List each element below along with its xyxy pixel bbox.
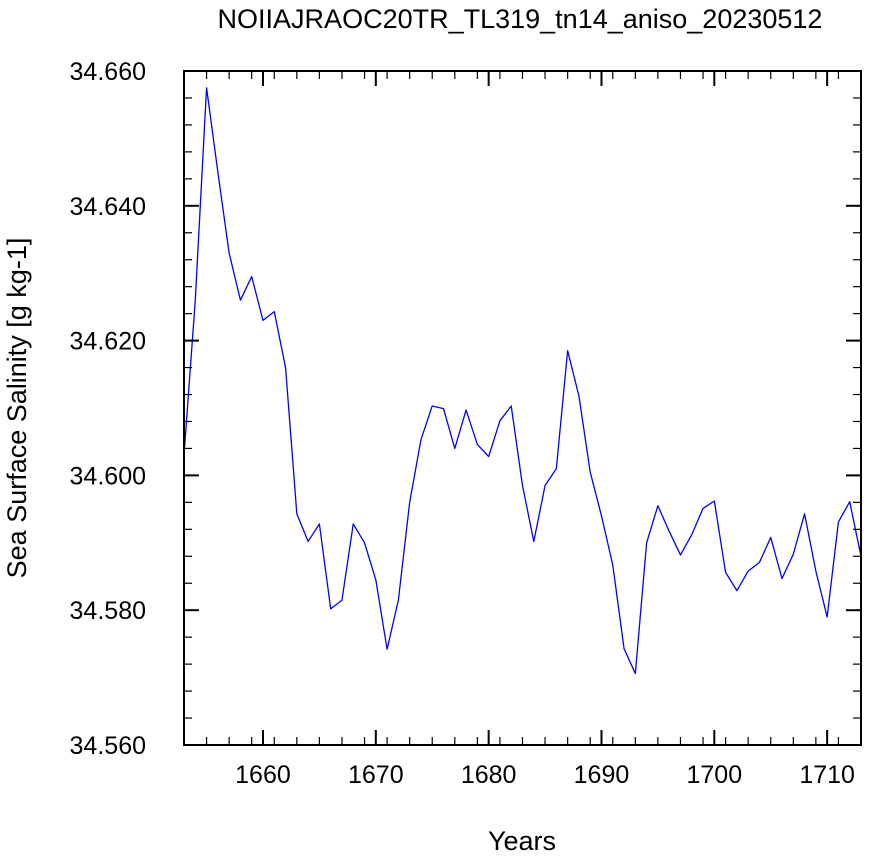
y-tick-label: 34.580 [70, 597, 146, 625]
plot-frame [183, 70, 862, 746]
y-tick-label: 34.640 [70, 193, 146, 221]
y-axis-label: Sea Surface Salinity [g kg-1] [2, 238, 32, 579]
y-tick-label: 34.600 [70, 462, 146, 490]
y-tick-label: 34.620 [70, 328, 146, 356]
y-tick-label: 34.560 [70, 732, 146, 760]
x-tick-label: 1710 [799, 761, 855, 789]
x-tick-label: 1660 [235, 761, 291, 789]
x-tick-label: 1690 [574, 761, 630, 789]
series-line-0 [183, 87, 862, 675]
plot-area: 1660 1670 1680 1690 1700 1710 34.560 34.580 34.6… [70, 58, 862, 789]
x-axis-label: Years [488, 826, 556, 856]
x-tick-label: 1670 [348, 761, 404, 789]
y-tick-label: 34.660 [70, 58, 146, 86]
x-tick-label: 1700 [687, 761, 743, 789]
x-tick-label: 1680 [461, 761, 517, 789]
chart-title: NOIIAJRAOC20TR_TL319_tn14_aniso_20230512 [218, 4, 823, 34]
